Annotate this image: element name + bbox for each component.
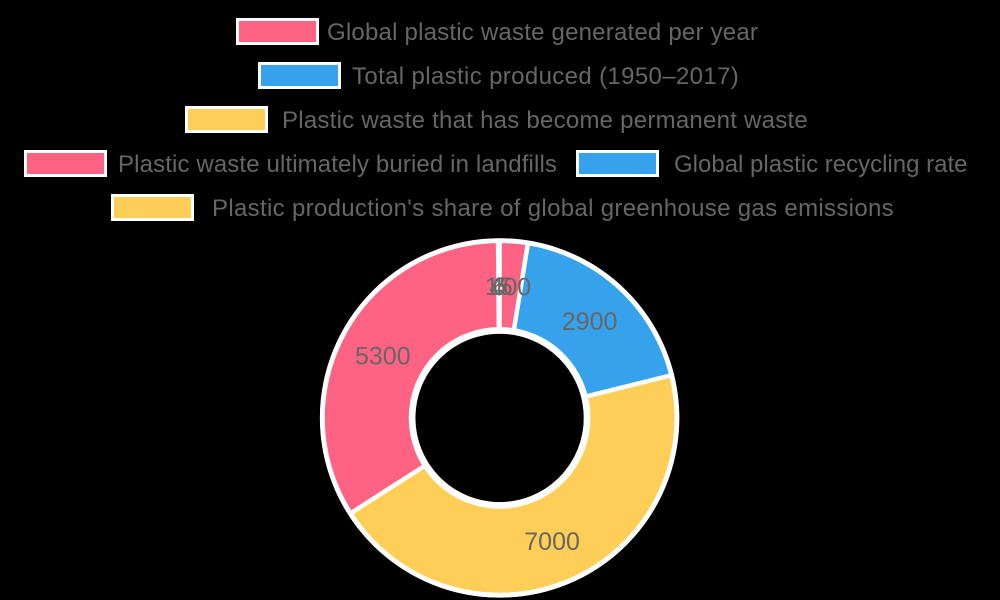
svg-text:5300: 5300 (355, 343, 411, 371)
svg-text:7000: 7000 (524, 528, 580, 556)
svg-text:15: 15 (485, 273, 513, 301)
svg-text:6: 6 (492, 273, 506, 301)
svg-text:2900: 2900 (562, 308, 618, 336)
svg-text:400: 400 (489, 274, 531, 302)
